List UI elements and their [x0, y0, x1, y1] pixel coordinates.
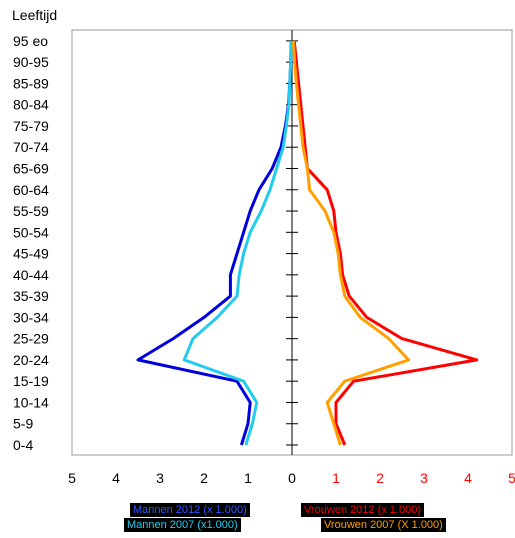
age-label: 30-34 [13, 309, 49, 325]
legend-mannen-2012: Mannen 2012 (x 1.000) [130, 503, 250, 517]
legend-mannen-2007-label: Mannen 2007 (x1.000) [127, 519, 238, 531]
age-label: 10-14 [13, 394, 49, 410]
age-label: 85-89 [13, 75, 49, 91]
x-tick-label: 4 [112, 470, 120, 486]
age-label: 40-44 [13, 267, 49, 283]
age-label: 50-54 [13, 224, 49, 240]
legend-vrouwen-2007: Vrouwen 2007 (X 1.000) [321, 518, 446, 532]
series-line-1 [182, 40, 293, 446]
x-tick-label: 3 [156, 470, 164, 486]
series-line-0 [136, 40, 293, 446]
age-label: 45-49 [13, 246, 49, 262]
age-label: 70-74 [13, 139, 49, 155]
x-tick-label: 2 [200, 470, 208, 486]
x-tick-label: 0 [288, 470, 296, 486]
x-tick-label: 1 [332, 470, 340, 486]
x-tick-label: 4 [464, 470, 472, 486]
age-label: 95 eo [13, 33, 48, 49]
age-label: 55-59 [13, 203, 49, 219]
age-label: 80-84 [13, 97, 49, 113]
x-tick-label: 2 [376, 470, 384, 486]
x-tick-label: 5 [68, 470, 76, 486]
series-line-2 [292, 40, 479, 446]
age-label: 60-64 [13, 182, 49, 198]
x-tick-label: 1 [244, 470, 252, 486]
legend-vrouwen-2012: Vrouwen 2012 (x 1.000) [301, 503, 424, 517]
age-label: 75-79 [13, 118, 49, 134]
legend-vrouwen-2007-label: Vrouwen 2007 (X 1.000) [324, 519, 443, 531]
x-tick-label: 3 [420, 470, 428, 486]
legend-vrouwen-2012-label: Vrouwen 2012 (x 1.000) [304, 504, 421, 516]
age-label: 15-19 [13, 373, 49, 389]
age-label: 20-24 [13, 352, 49, 368]
age-label: 25-29 [13, 331, 49, 347]
age-label: 65-69 [13, 160, 49, 176]
age-label: 0-4 [13, 437, 33, 453]
age-label: 90-95 [13, 54, 49, 70]
age-label: 5-9 [13, 416, 33, 432]
series-line-3 [291, 40, 411, 446]
legend-mannen-2012-label: Mannen 2012 (x 1.000) [133, 504, 247, 516]
legend-mannen-2007: Mannen 2007 (x1.000) [124, 518, 241, 532]
chart-title: Leeftijd [12, 7, 57, 23]
x-tick-label: 5 [508, 470, 515, 486]
age-label: 35-39 [13, 288, 49, 304]
